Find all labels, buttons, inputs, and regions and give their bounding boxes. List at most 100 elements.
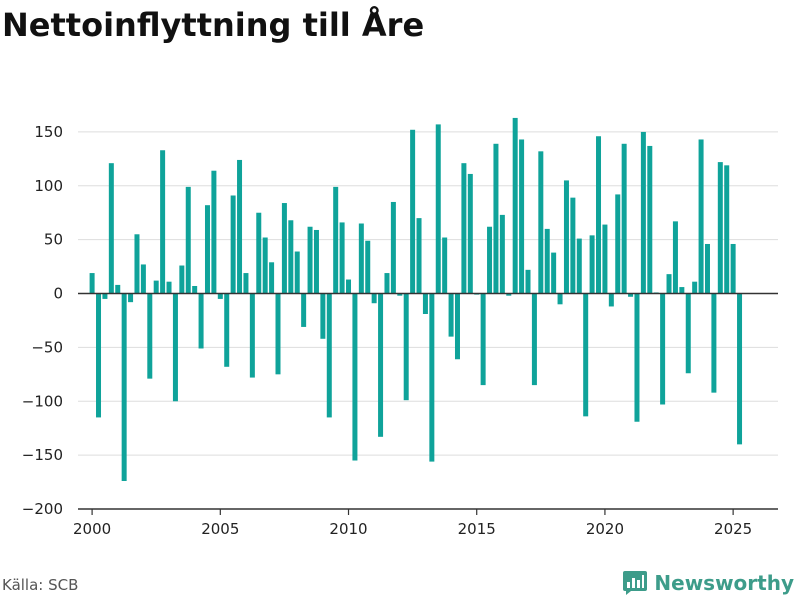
bar	[378, 293, 384, 437]
source-note: Källa: SCB	[2, 576, 79, 594]
bar	[672, 221, 678, 294]
bar	[557, 293, 563, 305]
x-tick-label: 2005	[201, 520, 239, 538]
bar	[371, 293, 377, 304]
x-tick-label: 2020	[586, 520, 624, 538]
bar	[596, 136, 602, 294]
x-tick-label: 2000	[73, 520, 111, 538]
bar	[461, 163, 467, 294]
bar	[403, 293, 409, 401]
newsworthy-logo-icon	[623, 571, 648, 595]
bar	[166, 281, 172, 294]
bar	[724, 165, 730, 294]
bar	[589, 235, 595, 294]
bar	[525, 269, 531, 294]
bar	[249, 293, 255, 378]
bar	[358, 223, 364, 294]
bar	[685, 293, 691, 374]
bar	[717, 162, 723, 294]
bar	[666, 274, 672, 294]
bar	[531, 293, 537, 386]
bar	[493, 143, 499, 294]
bar	[422, 293, 428, 315]
bar	[499, 214, 505, 294]
bar	[576, 238, 582, 294]
bar	[147, 293, 153, 379]
bar	[506, 293, 512, 296]
bar	[737, 293, 743, 445]
bar	[602, 224, 608, 294]
bar	[711, 293, 717, 393]
bar	[365, 240, 371, 294]
bar	[115, 284, 121, 294]
bar	[204, 205, 210, 294]
bar	[262, 237, 268, 294]
newsworthy-brand[interactable]: Newsworthy	[622, 568, 794, 598]
bar	[519, 139, 525, 294]
bar	[698, 139, 704, 294]
bar	[608, 293, 614, 307]
y-tick-label: 100	[34, 177, 63, 195]
bar	[435, 124, 441, 294]
bar	[583, 293, 589, 417]
bar	[346, 279, 352, 294]
bar	[185, 186, 191, 294]
x-tick-label: 2025	[714, 520, 752, 538]
bar	[121, 293, 127, 481]
bar	[307, 226, 313, 294]
y-tick-label: −150	[22, 446, 63, 464]
bar	[640, 131, 646, 294]
bar	[230, 195, 236, 294]
bar	[487, 226, 493, 294]
bar	[102, 293, 108, 299]
bar	[615, 194, 621, 294]
bar	[730, 243, 736, 294]
bar	[134, 234, 140, 294]
bar	[480, 293, 486, 386]
axes	[78, 292, 778, 515]
bar	[288, 220, 294, 294]
bar	[454, 293, 460, 360]
bar	[333, 186, 339, 294]
bar	[217, 293, 223, 299]
bar	[89, 273, 95, 294]
bar	[621, 143, 627, 294]
bar	[647, 145, 653, 294]
bar	[628, 293, 634, 297]
bar	[384, 273, 390, 294]
bar	[140, 264, 146, 294]
bar	[211, 170, 217, 294]
bar	[563, 180, 569, 294]
bar	[448, 293, 454, 337]
bar	[416, 218, 422, 294]
bar	[243, 273, 249, 294]
x-tick-label: 2015	[458, 520, 496, 538]
bar	[326, 293, 332, 418]
bar	[108, 163, 114, 294]
bar	[192, 285, 198, 294]
y-tick-label: −100	[22, 392, 63, 410]
bar	[397, 293, 403, 296]
bar	[339, 222, 345, 294]
y-tick-label: −200	[22, 500, 63, 518]
bar	[570, 197, 576, 294]
y-tick-label: 50	[44, 231, 63, 249]
bar	[198, 293, 204, 349]
bar	[224, 293, 230, 367]
grid-lines	[78, 131, 778, 510]
bar	[467, 173, 473, 294]
chart-title: Nettoinflyttning till Åre	[2, 6, 425, 44]
bar	[301, 293, 307, 327]
bar	[320, 293, 326, 339]
bar	[128, 293, 134, 303]
bar	[442, 237, 448, 294]
bar	[237, 159, 243, 294]
bar	[313, 229, 319, 294]
bar	[704, 243, 710, 294]
bar	[160, 150, 166, 294]
bar	[172, 293, 178, 402]
bar	[660, 293, 666, 405]
y-tick-label: −50	[31, 338, 63, 356]
